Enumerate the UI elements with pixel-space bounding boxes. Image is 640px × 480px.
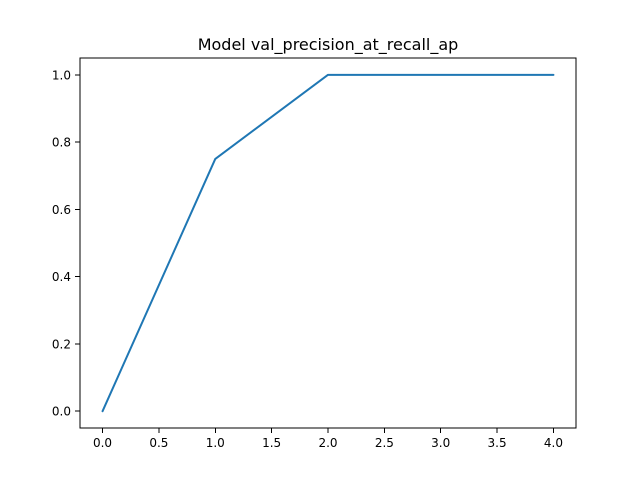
y-tick-label: 0.6: [52, 203, 71, 217]
x-tick-label: 3.5: [488, 436, 507, 450]
x-tick-label: 0.5: [149, 436, 168, 450]
x-tick-label: 0.0: [93, 436, 112, 450]
y-tick-label: 1.0: [52, 68, 71, 82]
chart-title: Model val_precision_at_recall_ap: [198, 35, 459, 55]
x-tick-label: 1.5: [262, 436, 281, 450]
x-axis-ticks: 0.0 0.5 1.0 1.5 2.0 2.5 3.0 3.5 4.0: [93, 428, 563, 450]
plot-area-frame: [79, 57, 577, 429]
y-axis-ticks: 0.0 0.2 0.4 0.6 0.8 1.0: [52, 68, 80, 419]
y-tick-label: 0.0: [52, 405, 71, 419]
x-tick-label: 3.0: [431, 436, 450, 450]
series-group: [101, 73, 555, 413]
series-line-0: [101, 73, 555, 413]
x-tick-label: 4.0: [544, 436, 563, 450]
y-tick-label: 0.2: [52, 337, 71, 351]
y-tick-label: 0.8: [52, 136, 71, 150]
x-tick-label: 1.0: [206, 436, 225, 450]
x-tick-label: 2.0: [318, 436, 337, 450]
x-tick-label: 2.5: [375, 436, 394, 450]
y-tick-label: 0.4: [52, 270, 71, 284]
